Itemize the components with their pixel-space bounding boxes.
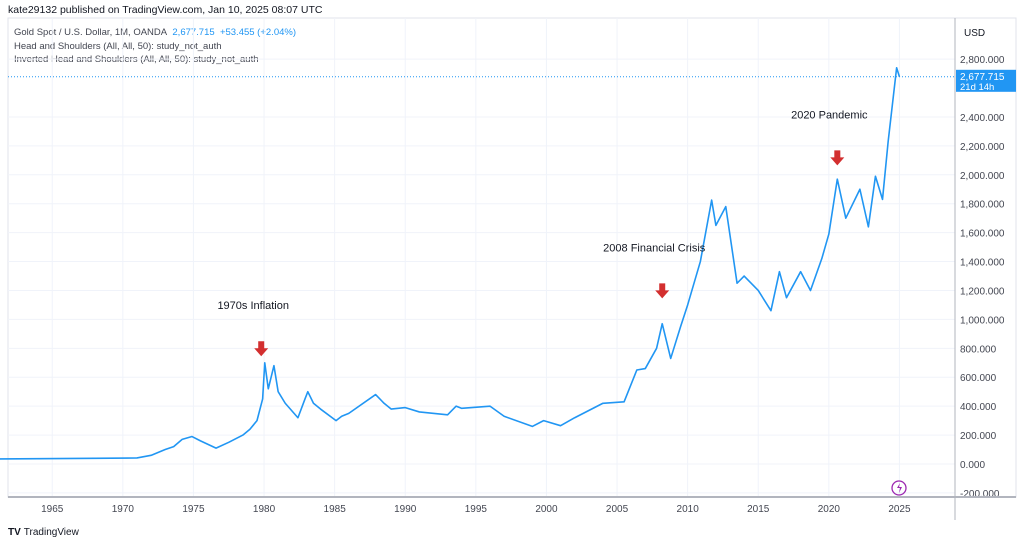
y-tick-label: 1,600.000	[960, 229, 1005, 240]
y-tick-label: 2,200.000	[960, 142, 1005, 153]
symbol-name: Gold Spot / U.S. Dollar, 1M, OANDA	[14, 27, 168, 38]
flash-icon-bolt	[897, 483, 902, 493]
x-tick-label: 2020	[818, 504, 841, 515]
price-line	[0, 66, 901, 460]
down-arrow-icon	[655, 283, 670, 299]
currency-label[interactable]: USD	[964, 28, 986, 39]
x-tick-label: 1965	[41, 504, 64, 515]
last-price-badge-value: 2,677.715	[960, 72, 1005, 83]
y-tick-label: 1,200.000	[960, 286, 1005, 297]
x-tick-label: 1975	[182, 504, 205, 515]
x-tick-label: 2010	[677, 504, 700, 515]
x-tick-label: 1990	[394, 504, 417, 515]
y-tick-label: 800.000	[960, 344, 997, 355]
countdown: 21d 14h	[960, 82, 994, 93]
x-tick-label: 2025	[888, 504, 911, 515]
x-tick-label: 2015	[747, 504, 770, 515]
y-tick-label: 1,800.000	[960, 200, 1005, 211]
y-tick-label: 400.000	[960, 402, 997, 413]
down-arrow-icon	[830, 150, 845, 166]
flash-icon	[891, 480, 907, 496]
annotation-label: 2020 Pandemic	[791, 109, 868, 121]
y-tick-label: 200.000	[960, 431, 997, 442]
publish-info: kate29132 published on TradingView.com, …	[8, 4, 323, 16]
tradingview-logo[interactable]: TV TradingView	[8, 527, 79, 538]
y-tick-label: 2,800.000	[960, 55, 1005, 66]
study-hs[interactable]: Head and Shoulders (All, All, 50): study…	[14, 40, 222, 52]
annotation-label: 1970s Inflation	[217, 300, 289, 312]
y-tick-label: -200.000	[960, 489, 1000, 500]
down-arrow-icon	[254, 341, 269, 357]
chart-frame	[7, 17, 1017, 498]
y-tick-label: 1,400.000	[960, 258, 1005, 269]
y-tick-label: 1,000.000	[960, 315, 1005, 326]
tradingview-logo-icon: TV	[8, 527, 21, 538]
x-tick-label: 2005	[606, 504, 629, 515]
y-tick-label: 600.000	[960, 373, 997, 384]
y-tick-label: 0.000	[960, 460, 985, 471]
x-tick-label: 1985	[324, 504, 347, 515]
brand-text: TradingView	[23, 527, 79, 538]
x-tick-label: 1995	[465, 504, 488, 515]
x-tick-label: 1970	[112, 504, 135, 515]
x-tick-label: 1980	[253, 504, 276, 515]
price-change: +53.455 (+2.04%)	[219, 27, 296, 38]
last-price-badge	[956, 69, 1016, 92]
y-tick-label: 2,000.000	[960, 171, 1005, 182]
annotation-label: 2008 Financial Crisis	[603, 242, 706, 254]
y-tick-label: 2,400.000	[960, 113, 1005, 124]
x-tick-label: 2000	[535, 504, 558, 515]
